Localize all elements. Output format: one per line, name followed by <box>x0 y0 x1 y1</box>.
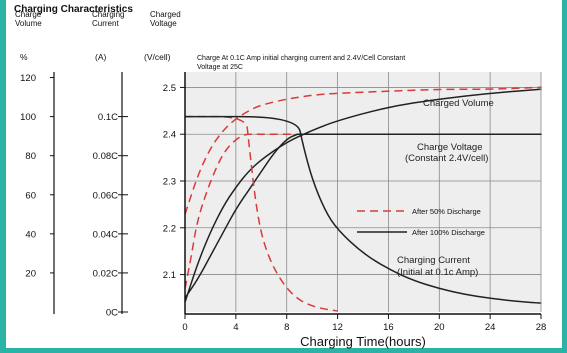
x-tick-label: 16 <box>383 322 394 333</box>
voltage-tick-label: 2.1 <box>163 270 176 281</box>
legend-label-100: After 100% Discharge <box>412 228 485 237</box>
voltage-tick-label: 2.4 <box>163 130 176 141</box>
current-tick-label: 0.08C <box>93 151 118 162</box>
volume-tick-label: 120 <box>20 73 36 84</box>
unit-charging-current: (A) <box>95 52 107 62</box>
x-axis-label: Charging Time(hours) <box>300 334 426 349</box>
x-tick-label: 24 <box>485 322 496 333</box>
volume-tick-label: 20 <box>25 268 36 279</box>
current-tick-label: 0.06C <box>93 190 118 201</box>
x-tick-label: 20 <box>434 322 445 333</box>
current-tick-label: 0.02C <box>93 268 118 279</box>
volume-tick-label: 40 <box>25 229 36 240</box>
label-charge-voltage-sub: (Constant 2.4V/cell) <box>405 153 488 164</box>
volume-tick-label: 100 <box>20 112 36 123</box>
legend: After 50% Discharge After 100% Discharge <box>357 207 485 237</box>
unit-voltage: (V/cell) <box>144 52 171 62</box>
current-tick-label: 0.04C <box>93 229 118 240</box>
plot-area <box>185 72 541 312</box>
annotation-line-2: Voltage at 25C <box>197 64 243 71</box>
voltage-tick-label: 2.5 <box>163 83 176 94</box>
curve-charge-voltage-100 <box>184 133 542 299</box>
volume-tick-label: 80 <box>25 151 36 162</box>
x-tick-label: 8 <box>284 322 289 333</box>
curve-charging-current-100 <box>184 115 542 304</box>
voltage-tick-label: 2.2 <box>163 223 176 234</box>
left-axes: 120 100 80 60 40 20 0.1C 0.08C 0.06C 0.04C 0.02C 0C… <box>20 72 185 319</box>
volume-tick-label: 60 <box>25 190 36 201</box>
header-charge-volume: Charge Volume <box>15 10 42 28</box>
curves <box>184 86 542 312</box>
annotation-line-1: Charge At 0.1C Amp initial charging curr… <box>197 55 405 62</box>
unit-charge-volume: % <box>20 52 28 62</box>
x-axis-ticks: 0 4 8 12 16 20 24 28 <box>182 314 546 333</box>
header-charging-current: Charging Current <box>92 10 124 28</box>
x-tick-label: 4 <box>233 322 238 333</box>
curve-charge-volume-100 <box>184 88 542 303</box>
curve-charge-volume-50 <box>184 86 542 215</box>
header-charged-voltage: Charged Voltage <box>150 10 181 28</box>
x-tick-label: 28 <box>536 322 547 333</box>
label-charge-voltage: Charge Voltage <box>417 142 483 153</box>
chart-title: Charging Characteristics <box>14 4 133 15</box>
label-charging-current-sub: (Initial at 0.1c Amp) <box>397 267 478 278</box>
legend-label-50: After 50% Discharge <box>412 207 481 216</box>
label-charged-volume: Charged Volume <box>423 98 494 109</box>
voltage-tick-label: 2.3 <box>163 177 176 188</box>
curve-charging-current-50 <box>184 115 339 312</box>
x-tick-label: 0 <box>182 322 187 333</box>
label-charging-current: Charging Current <box>397 255 470 266</box>
current-tick-label: 0.1C <box>98 112 118 123</box>
current-tick-label: 0C <box>106 308 118 319</box>
x-tick-label: 12 <box>332 322 343 333</box>
